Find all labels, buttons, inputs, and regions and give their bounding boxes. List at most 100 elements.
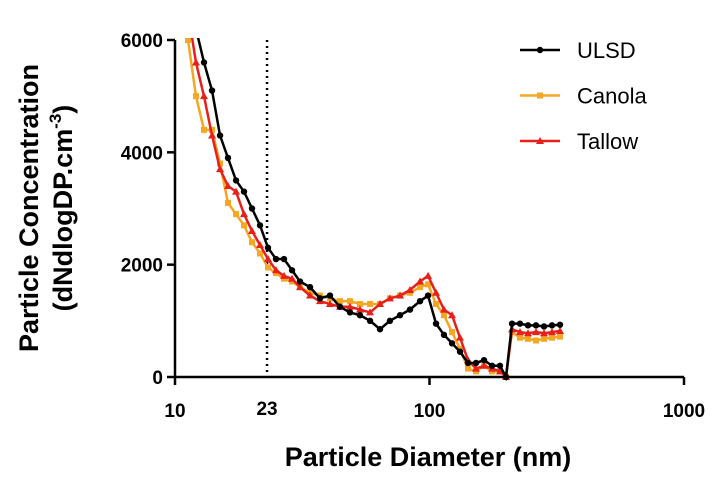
point <box>280 255 288 263</box>
point <box>495 367 504 375</box>
y-tick-label: 0 <box>152 368 163 389</box>
point <box>424 292 432 299</box>
point <box>424 271 433 279</box>
point <box>346 298 353 305</box>
point <box>386 317 394 325</box>
point <box>232 177 240 184</box>
point <box>440 312 447 319</box>
point <box>193 26 199 32</box>
legend-label: Tallow <box>577 129 638 154</box>
point <box>376 326 384 333</box>
point <box>216 165 225 173</box>
point <box>456 333 465 341</box>
point <box>264 255 273 263</box>
point <box>557 333 564 340</box>
point <box>448 340 456 347</box>
y-axis-title: Particle Concentration (dNdlogDP.cm-3) <box>14 64 78 352</box>
point <box>516 328 525 336</box>
point <box>456 348 464 355</box>
point <box>185 38 192 43</box>
point <box>224 154 232 162</box>
point <box>425 281 432 288</box>
point <box>200 59 208 66</box>
point <box>288 274 297 282</box>
point <box>366 317 374 325</box>
point <box>217 160 224 167</box>
point <box>241 222 248 229</box>
point <box>257 250 264 257</box>
point <box>449 329 456 336</box>
point <box>472 359 480 367</box>
point <box>439 305 448 313</box>
point <box>288 267 296 274</box>
point <box>223 182 232 190</box>
point <box>433 300 440 307</box>
point <box>465 365 472 372</box>
point <box>248 205 256 212</box>
point <box>496 362 504 369</box>
point <box>192 93 199 100</box>
point <box>396 312 404 319</box>
point <box>256 222 264 229</box>
point <box>406 306 414 313</box>
x-tick-label: 100 <box>414 401 446 422</box>
point <box>537 92 543 99</box>
point <box>525 335 532 342</box>
point <box>256 241 265 249</box>
point <box>232 187 241 195</box>
point <box>517 334 524 341</box>
point <box>464 359 472 367</box>
point <box>336 298 343 305</box>
point <box>516 320 524 327</box>
point <box>280 271 289 279</box>
point <box>296 283 305 291</box>
plot-area <box>185 26 565 382</box>
point <box>548 334 555 341</box>
point <box>536 46 544 54</box>
point <box>432 320 440 327</box>
point <box>536 137 544 144</box>
point <box>272 255 280 263</box>
point <box>524 322 532 329</box>
point <box>385 294 394 302</box>
point <box>208 87 216 94</box>
y-axis-exponent: -3 <box>46 114 65 129</box>
point <box>548 322 556 329</box>
point <box>272 266 281 274</box>
point <box>326 292 334 299</box>
point <box>191 58 200 66</box>
point <box>508 320 516 327</box>
legend-label: ULSD <box>577 38 636 63</box>
point <box>240 210 249 218</box>
point <box>480 361 489 369</box>
point <box>224 199 231 206</box>
point <box>375 299 384 307</box>
point <box>417 284 424 291</box>
point <box>265 264 272 271</box>
point <box>356 300 363 307</box>
point <box>556 326 565 334</box>
point <box>247 226 256 234</box>
point <box>306 283 314 291</box>
point <box>471 364 480 372</box>
point <box>200 126 207 133</box>
point <box>540 323 548 330</box>
point <box>356 312 364 319</box>
point <box>532 337 539 344</box>
point <box>367 300 374 307</box>
point <box>541 335 548 342</box>
point <box>248 239 255 246</box>
y-axis-title-line1: Particle Concentration <box>14 64 44 352</box>
point <box>396 291 405 299</box>
point <box>480 356 488 364</box>
x-tick-label: 1000 <box>663 401 705 422</box>
point <box>199 92 208 100</box>
x-tick-label: 10 <box>164 401 185 422</box>
point <box>488 362 496 369</box>
point <box>502 373 510 381</box>
point <box>366 308 375 316</box>
reference-label: 23 <box>256 399 277 420</box>
point <box>416 277 425 285</box>
y-axis-unit: (dNdlogDP.cm <box>48 129 78 312</box>
